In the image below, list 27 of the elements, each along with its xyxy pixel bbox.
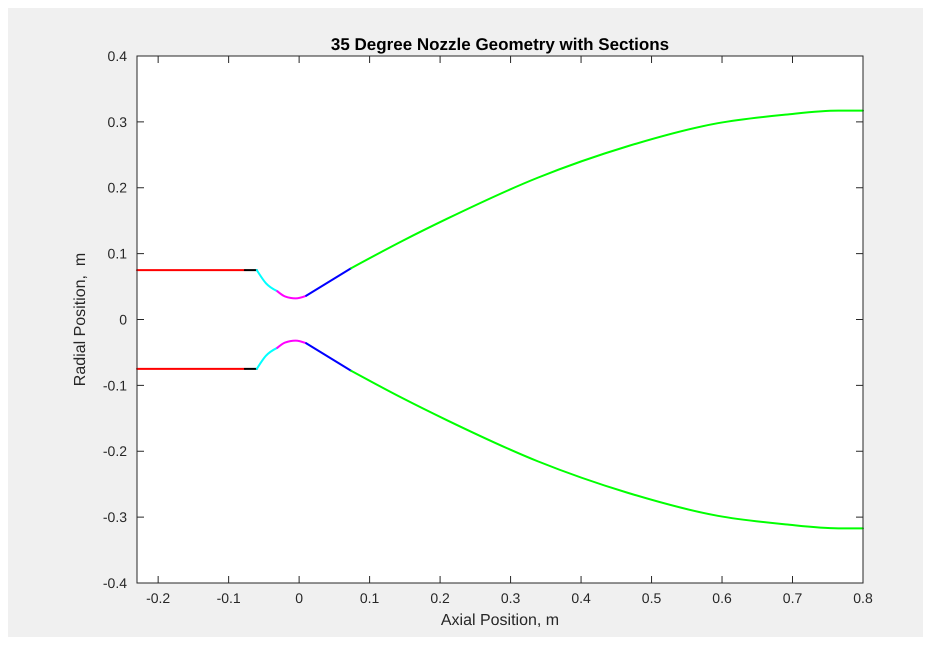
x-axis-title: Axial Position, m [440, 612, 560, 629]
line-series [350, 370, 864, 530]
x-tick-label: 0.6 [712, 590, 732, 606]
y-tick-label: -0.2 [102, 443, 128, 460]
x-tick-label: -0.1 [216, 590, 241, 606]
x-tick-label: -0.2 [146, 590, 170, 606]
y-tick-label: -0.4 [102, 574, 128, 591]
y-axis-title: Radial Position, m [72, 252, 89, 386]
line-series [276, 290, 308, 300]
x-tick-label: 0 [295, 590, 304, 606]
y-tick-label: -0.3 [102, 509, 128, 526]
x-tick-label: 0.7 [782, 590, 802, 606]
x-tick-label: 0.1 [360, 590, 380, 606]
y-tick-label: -0.1 [102, 377, 128, 394]
y-tick-label: 0.2 [108, 180, 128, 196]
y-tick-label: 0.4 [108, 48, 128, 64]
x-tick-label: 0.3 [500, 590, 521, 606]
line-series [276, 340, 308, 349]
x-tick-label: 0.8 [853, 590, 873, 606]
y-tick-label: 0.1 [108, 246, 128, 262]
x-tick-label: 0.5 [642, 590, 662, 606]
x-tick-label: 0.4 [571, 590, 591, 606]
line-series [350, 110, 864, 270]
y-tick-label: 0 [119, 311, 128, 328]
x-tick-label: 0.2 [430, 590, 450, 606]
y-tick-label: 0.3 [108, 114, 128, 130]
chart-title: 35 Degree Nozzle Geometry with Sections [330, 35, 670, 54]
